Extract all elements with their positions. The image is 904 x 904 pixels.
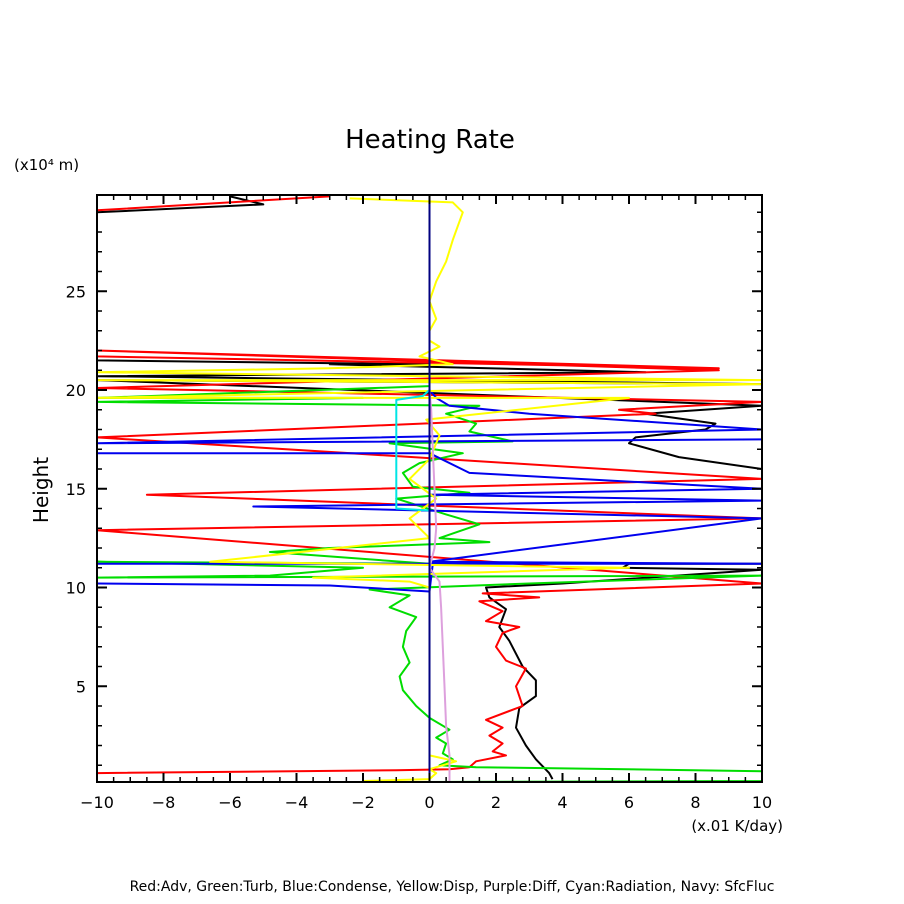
- x-tick-label: 2: [491, 793, 501, 812]
- plot-frame: [96, 194, 763, 783]
- y-tick-label: 20: [66, 381, 86, 400]
- x-tick-label: −4: [285, 793, 309, 812]
- series-line-yellow-disp: [97, 197, 762, 782]
- x-tick-label: −2: [351, 793, 375, 812]
- y-tick-label: 25: [66, 282, 86, 301]
- legend: Red:Adv, Green:Turb, Blue:Condense, Yell…: [130, 879, 775, 895]
- series-line-cyan-radiation: [395, 389, 431, 512]
- x-tick-label: −10: [80, 793, 114, 812]
- x-tick-label: −6: [218, 793, 242, 812]
- y-tick-label: 10: [66, 579, 86, 598]
- x-axis-label: (x.01 K/day): [691, 817, 783, 835]
- x-tick-label: 4: [557, 793, 567, 812]
- chart-title: Heating Rate: [345, 125, 515, 155]
- series-line-blue-condense: [97, 389, 762, 593]
- series-layer: [97, 195, 762, 783]
- x-tick-label: 8: [690, 793, 700, 812]
- x-tick-label: −8: [152, 793, 176, 812]
- y-tick-label: 5: [76, 677, 86, 696]
- y-unit-label: (x10⁴ m): [14, 156, 79, 174]
- x-tick-label: 10: [752, 793, 772, 812]
- y-tick-label: 15: [66, 480, 86, 499]
- x-tick-label: 6: [624, 793, 634, 812]
- series-line-purple-diff: [428, 389, 451, 781]
- y-axis-label: Height: [29, 457, 53, 523]
- x-tick-label: 0: [424, 793, 434, 812]
- ticks-layer: −10 −8 −6 −4 −2 0 2 4 6 8 10 5 10 15 20 25: [66, 195, 772, 812]
